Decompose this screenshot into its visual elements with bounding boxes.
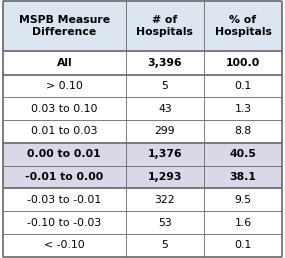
Text: 0.03 to 0.10: 0.03 to 0.10 (31, 104, 97, 114)
Text: 9.5: 9.5 (235, 195, 252, 205)
Text: 1.6: 1.6 (235, 217, 252, 228)
Text: < -0.10: < -0.10 (44, 240, 85, 250)
Text: 3,396: 3,396 (148, 58, 182, 68)
Text: 53: 53 (158, 217, 172, 228)
Text: -0.03 to -0.01: -0.03 to -0.01 (27, 195, 101, 205)
Text: -0.10 to -0.03: -0.10 to -0.03 (27, 217, 101, 228)
Text: 1.3: 1.3 (235, 104, 252, 114)
Text: 0.1: 0.1 (235, 81, 252, 91)
Bar (3, 120, 282, 143)
Text: % of
Hospitals: % of Hospitals (215, 15, 272, 37)
Text: 5: 5 (161, 240, 168, 250)
Text: > 0.10: > 0.10 (46, 81, 83, 91)
Text: 1,293: 1,293 (148, 172, 182, 182)
Text: 0.00 to 0.01: 0.00 to 0.01 (27, 149, 101, 159)
Text: 1,376: 1,376 (148, 149, 182, 159)
Bar (3, 143, 282, 166)
Bar (3, 188, 282, 211)
Bar (3, 75, 282, 97)
Text: -0.01 to 0.00: -0.01 to 0.00 (25, 172, 103, 182)
Text: 40.5: 40.5 (230, 149, 256, 159)
Text: 0.01 to 0.03: 0.01 to 0.03 (31, 126, 97, 136)
Text: 5: 5 (161, 81, 168, 91)
Text: 8.8: 8.8 (235, 126, 252, 136)
Text: 299: 299 (154, 126, 175, 136)
Text: 100.0: 100.0 (226, 58, 260, 68)
Bar (3, 51, 282, 75)
Text: All: All (56, 58, 72, 68)
Bar (3, 166, 282, 188)
Text: 322: 322 (154, 195, 175, 205)
Bar (3, 1, 282, 51)
Text: 43: 43 (158, 104, 172, 114)
Text: MSPB Measure
Difference: MSPB Measure Difference (19, 15, 110, 37)
Bar (3, 97, 282, 120)
Bar (3, 234, 282, 257)
Text: 38.1: 38.1 (230, 172, 256, 182)
Text: # of
Hospitals: # of Hospitals (137, 15, 193, 37)
Bar (3, 211, 282, 234)
Text: 0.1: 0.1 (235, 240, 252, 250)
